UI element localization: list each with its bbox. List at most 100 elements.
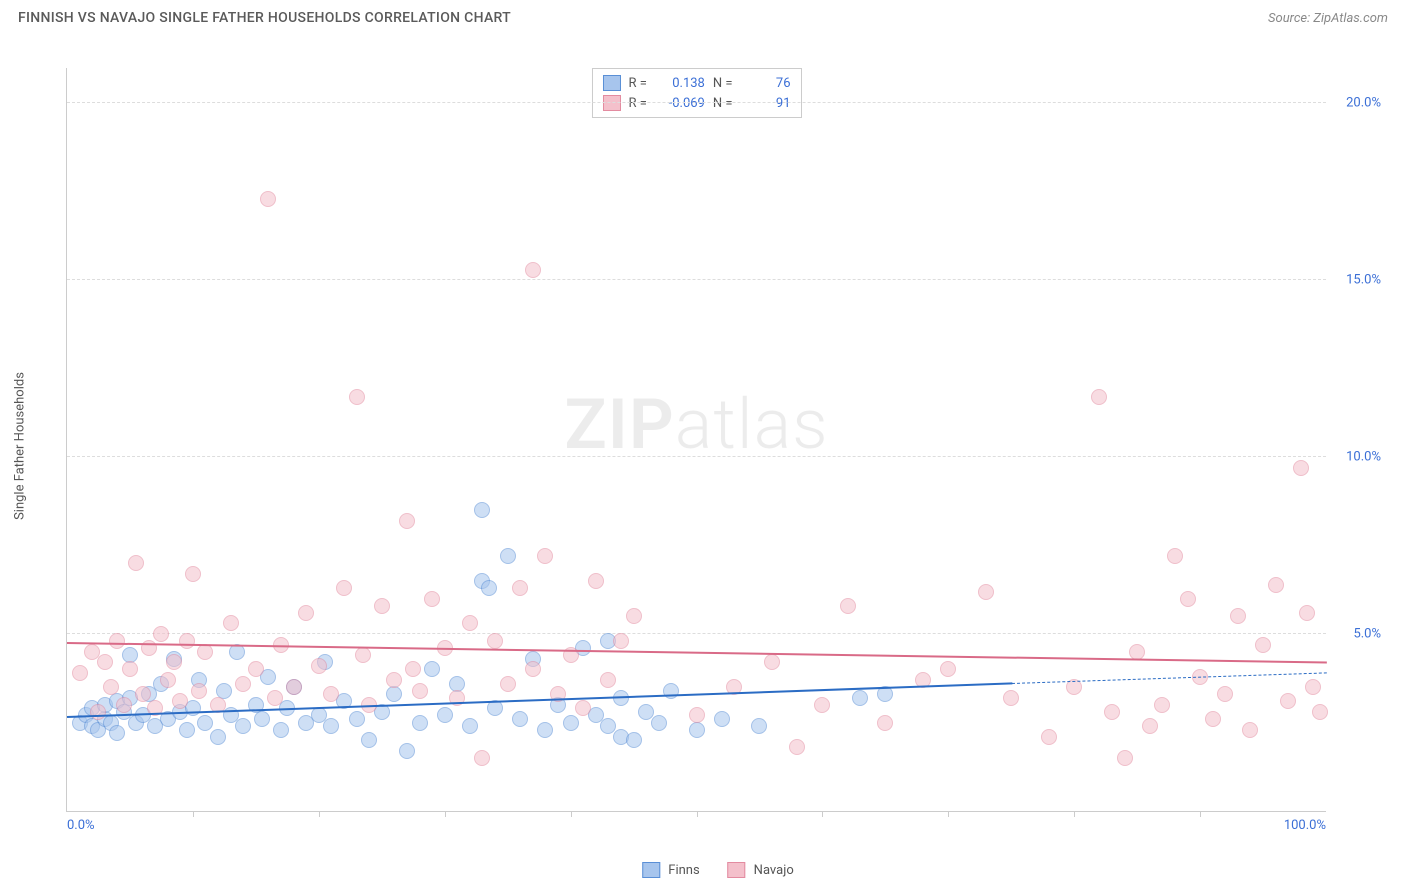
scatter-point-finn [474, 502, 490, 518]
scatter-point-navajo [412, 683, 428, 699]
scatter-point-navajo [179, 633, 195, 649]
scatter-point-navajo [814, 697, 830, 713]
scatter-point-navajo [267, 690, 283, 706]
r-label: R = [628, 76, 646, 91]
x-tick-mark [697, 811, 698, 817]
scatter-point-finn [852, 690, 868, 706]
scatter-point-navajo [1299, 605, 1315, 621]
scatter-point-finn [714, 711, 730, 727]
swatch-finn [602, 75, 620, 91]
gridline [67, 633, 1326, 634]
gridline [67, 456, 1326, 457]
x-tick-mark [319, 811, 320, 817]
scatter-point-navajo [122, 661, 138, 677]
scatter-point-navajo [1230, 608, 1246, 624]
scatter-point-navajo [1280, 693, 1296, 709]
scatter-point-navajo [355, 647, 371, 663]
scatter-point-finn [537, 722, 553, 738]
scatter-point-finn [626, 732, 642, 748]
x-tick-label: 0.0% [67, 818, 95, 833]
scatter-point-navajo [153, 626, 169, 642]
x-tick-mark [1200, 811, 1201, 817]
scatter-point-navajo [1305, 679, 1321, 695]
scatter-point-navajo [374, 598, 390, 614]
watermark: ZIPatlas [564, 384, 828, 466]
header-row: FINNISH VS NAVAJO SINGLE FATHER HOUSEHOL… [0, 0, 1406, 34]
scatter-point-navajo [764, 654, 780, 670]
scatter-point-finn [349, 711, 365, 727]
scatter-point-finn [361, 732, 377, 748]
scatter-point-finn [386, 686, 402, 702]
scatter-point-navajo [172, 693, 188, 709]
chart-container: Single Father Households ZIPatlas R = 0.… [50, 50, 1386, 842]
scatter-point-finn [235, 718, 251, 734]
scatter-point-navajo [160, 672, 176, 688]
scatter-point-navajo [235, 676, 251, 692]
scatter-point-navajo [1142, 718, 1158, 734]
scatter-point-navajo [1180, 591, 1196, 607]
scatter-point-navajo [1129, 644, 1145, 660]
scatter-point-navajo [386, 672, 402, 688]
scatter-point-navajo [298, 605, 314, 621]
scatter-point-navajo [1268, 577, 1284, 593]
scatter-point-navajo [1217, 686, 1233, 702]
x-tick-mark [445, 811, 446, 817]
scatter-point-navajo [1312, 704, 1328, 720]
scatter-point-navajo [116, 697, 132, 713]
scatter-point-navajo [789, 739, 805, 755]
scatter-point-navajo [1167, 548, 1183, 564]
scatter-point-navajo [1104, 704, 1120, 720]
scatter-point-navajo [260, 191, 276, 207]
scatter-point-navajo [613, 633, 629, 649]
scatter-point-navajo [323, 686, 339, 702]
scatter-point-navajo [512, 580, 528, 596]
scatter-point-navajo [135, 686, 151, 702]
scatter-point-finn [500, 548, 516, 564]
scatter-point-navajo [877, 715, 893, 731]
scatter-point-navajo [1041, 729, 1057, 745]
scatter-point-navajo [525, 661, 541, 677]
scatter-point-navajo [940, 661, 956, 677]
watermark-light: atlas [675, 384, 829, 466]
scatter-point-navajo [462, 615, 478, 631]
scatter-point-navajo [575, 700, 591, 716]
scatter-point-finn [323, 718, 339, 734]
scatter-point-navajo [72, 665, 88, 681]
trendline-dash-finn [1012, 672, 1327, 684]
scatter-point-finn [197, 715, 213, 731]
scatter-point-navajo [191, 683, 207, 699]
scatter-point-navajo [90, 704, 106, 720]
scatter-point-finn [689, 722, 705, 738]
scatter-point-finn [751, 718, 767, 734]
x-tick-mark [1074, 811, 1075, 817]
scatter-point-navajo [1255, 637, 1271, 653]
scatter-point-finn [273, 722, 289, 738]
x-tick-mark [822, 811, 823, 817]
scatter-point-finn [462, 718, 478, 734]
scatter-point-finn [254, 711, 270, 727]
scatter-point-finn [651, 715, 667, 731]
scatter-point-finn [512, 711, 528, 727]
scatter-point-navajo [1293, 460, 1309, 476]
scatter-point-navajo [1154, 697, 1170, 713]
scatter-point-navajo [349, 389, 365, 405]
x-tick-mark [948, 811, 949, 817]
n-value-finn: 76 [741, 76, 791, 91]
watermark-bold: ZIP [564, 384, 674, 466]
scatter-point-navajo [525, 262, 541, 278]
gridline [67, 279, 1326, 280]
scatter-point-navajo [336, 580, 352, 596]
scatter-point-finn [424, 661, 440, 677]
scatter-point-finn [399, 743, 415, 759]
scatter-point-navajo [405, 661, 421, 677]
x-tick-mark [193, 811, 194, 817]
scatter-point-navajo [1205, 711, 1221, 727]
n-label: N = [713, 76, 733, 91]
legend-label-finn: Finns [668, 863, 699, 878]
scatter-point-navajo [399, 513, 415, 529]
scatter-point-finn [412, 715, 428, 731]
scatter-point-navajo [1091, 389, 1107, 405]
scatter-point-navajo [128, 555, 144, 571]
scatter-point-finn [109, 725, 125, 741]
scatter-point-navajo [626, 608, 642, 624]
